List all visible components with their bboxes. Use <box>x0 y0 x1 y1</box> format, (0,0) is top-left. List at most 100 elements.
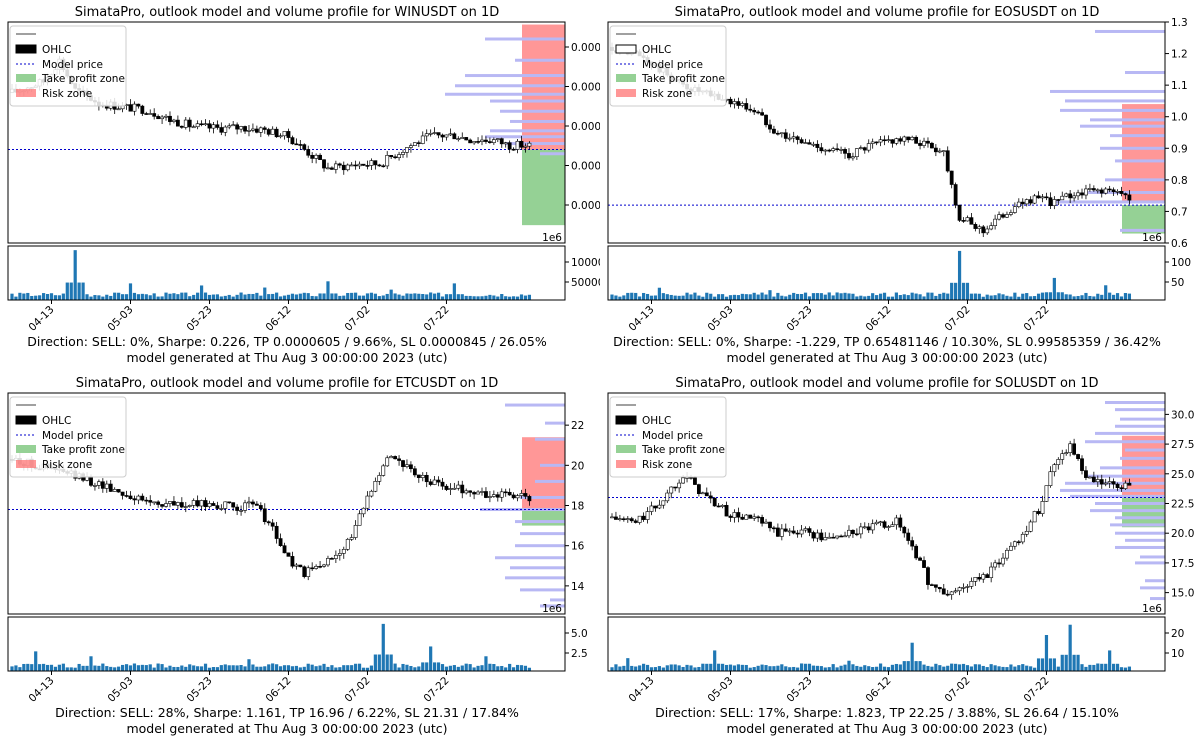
volume-bar <box>851 293 855 300</box>
volume-bar <box>626 658 630 671</box>
exponent-label: 1e6 <box>1142 603 1162 615</box>
volume-profile-bar <box>1090 509 1165 513</box>
volume-bar <box>452 283 456 300</box>
volume-bar <box>298 293 302 300</box>
volume-bar <box>942 666 946 671</box>
candle-body <box>187 119 192 128</box>
volume-bar <box>1108 650 1112 671</box>
volume-bar <box>720 294 725 300</box>
candle-body <box>227 501 232 504</box>
volume-bar <box>176 294 180 300</box>
candle-body <box>187 505 192 507</box>
candle-body <box>756 516 761 519</box>
volume-profile-bar <box>485 135 565 139</box>
volume-profile-bar <box>1120 228 1165 232</box>
candle-body <box>136 103 141 107</box>
volume-bar <box>744 664 748 671</box>
volume-bar <box>113 292 117 300</box>
volume-bar <box>275 292 279 300</box>
volume-bar <box>199 285 204 300</box>
volume-bar <box>934 295 938 300</box>
candle-body <box>472 492 477 495</box>
candle-body <box>1080 192 1084 196</box>
candle-body <box>977 577 982 580</box>
volume-bar <box>1127 666 1132 671</box>
volume-bar <box>788 667 792 671</box>
volume-profile-bar <box>1065 99 1165 103</box>
take-profit-zone <box>1122 205 1165 234</box>
volume-bar <box>302 292 306 300</box>
candle-body <box>401 460 405 467</box>
volume-bar <box>176 666 180 671</box>
volume-profile-bar <box>1060 488 1165 492</box>
price-tick-label: 0.000 <box>571 82 600 94</box>
candle-body <box>898 517 903 528</box>
volume-bar <box>653 667 658 671</box>
volume-bar <box>1013 666 1017 671</box>
candle-body <box>902 526 907 534</box>
candle-body <box>768 521 772 529</box>
volume-bar <box>184 666 188 671</box>
volume-bar <box>886 667 891 671</box>
volume-bar <box>57 295 61 300</box>
volume-bar <box>267 294 271 300</box>
volume-bar <box>1096 663 1100 671</box>
candle-body <box>128 495 133 499</box>
volume-bar <box>946 293 950 300</box>
candle-body <box>282 545 287 554</box>
volume-bar <box>456 666 460 671</box>
volume-bar <box>1044 292 1049 300</box>
volume-bar <box>472 296 476 300</box>
candle-body <box>491 139 496 143</box>
volume-bar <box>638 296 642 300</box>
volume-bar <box>689 294 693 300</box>
candle-body <box>488 141 492 143</box>
volume-bar <box>669 294 673 300</box>
candle-body <box>1040 501 1045 514</box>
candle-body <box>215 124 220 128</box>
volume-bar <box>724 664 729 671</box>
price-tick-label: 0.0000 <box>571 200 600 212</box>
candle-body <box>1080 458 1084 471</box>
candle-body <box>637 515 642 523</box>
candle-body <box>724 505 729 517</box>
price-axes-frame <box>7 392 566 615</box>
candle-body <box>168 115 172 122</box>
volume-bar <box>823 294 827 300</box>
volume-bar <box>476 296 480 300</box>
candle-body <box>243 502 247 511</box>
candle-body <box>1111 189 1116 193</box>
volume-bar <box>239 292 243 300</box>
volume-bar <box>409 666 413 671</box>
volume-bar <box>969 666 974 671</box>
candle-body <box>144 499 149 502</box>
volume-bar <box>803 292 808 300</box>
volume-bar <box>685 292 689 300</box>
volume-bar <box>144 294 148 300</box>
volume-bar <box>89 656 93 671</box>
volume-bar <box>649 295 654 300</box>
candle-body <box>160 116 164 120</box>
volume-bar <box>748 294 752 300</box>
volume-bar <box>993 665 997 671</box>
candle-body <box>484 139 488 142</box>
candle-body <box>1099 479 1104 485</box>
volume-bar <box>890 664 895 671</box>
candle-body <box>922 140 926 146</box>
volume-bar <box>397 667 401 671</box>
volume-bar <box>346 665 350 671</box>
legend-ohlc-swatch <box>15 415 37 425</box>
volume-bar <box>681 295 685 300</box>
candle-body <box>874 141 879 144</box>
candle-body <box>894 138 899 144</box>
price-tick-label: 1.3 <box>1171 17 1188 29</box>
volume-bar <box>705 292 709 300</box>
volume-bar <box>796 667 800 671</box>
candle-body <box>104 483 109 489</box>
volume-bar <box>124 664 129 671</box>
legend-ohlc-swatch <box>615 415 637 425</box>
candle-body <box>898 138 903 142</box>
volume-bar <box>14 665 18 671</box>
candle-body <box>448 488 453 490</box>
volume-bar <box>1092 664 1096 671</box>
